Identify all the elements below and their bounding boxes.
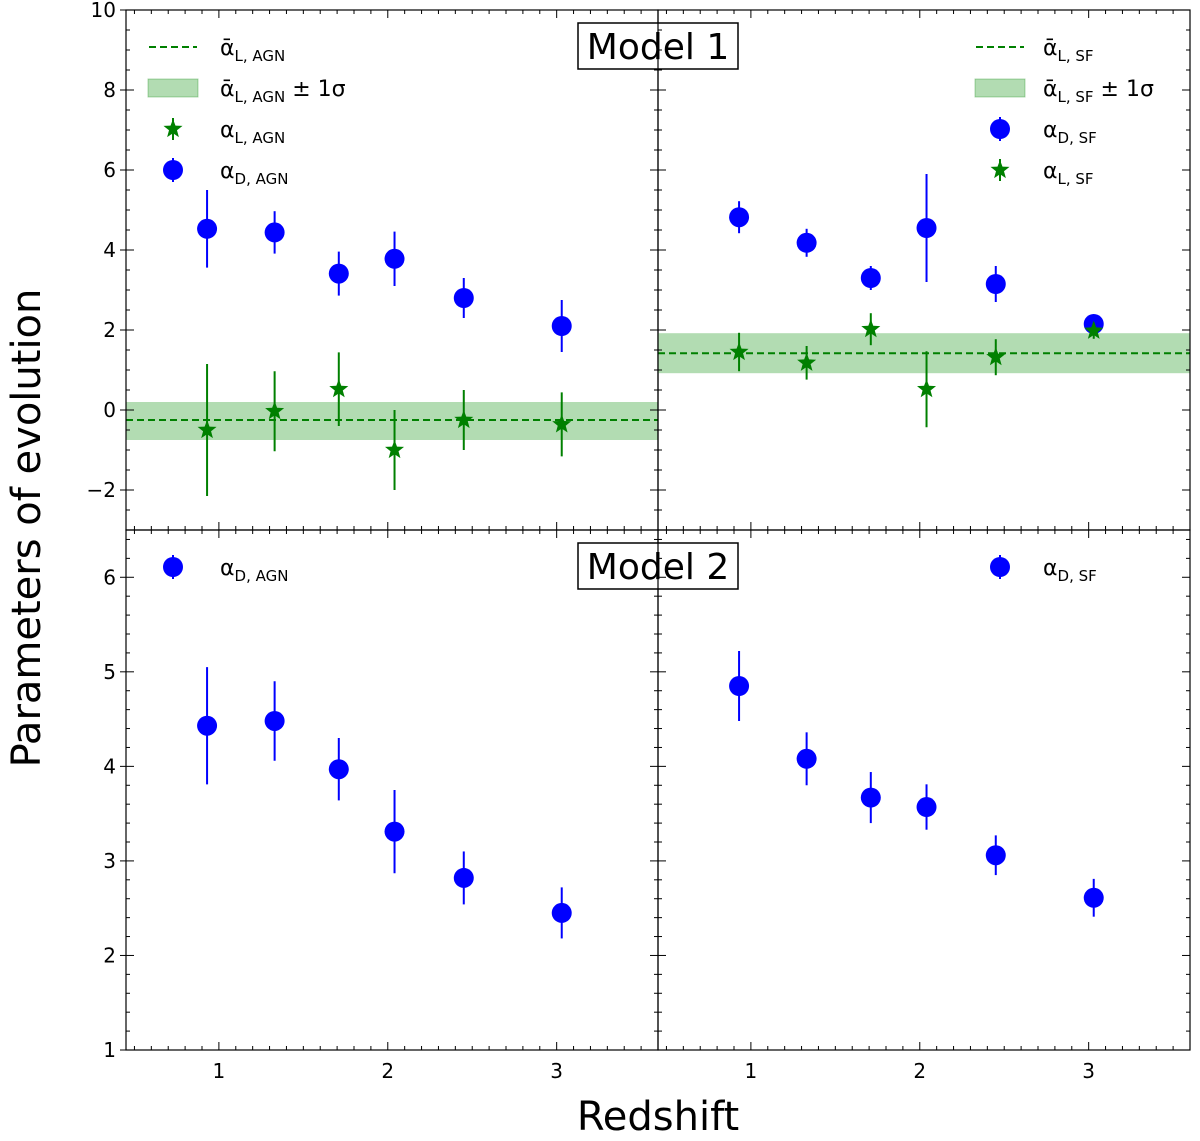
alpha-d-point — [796, 748, 817, 769]
alpha-d-point — [197, 218, 218, 239]
y-tick-label: 8 — [103, 78, 116, 102]
alpha-d-point — [328, 759, 349, 780]
legend-handle-circle — [163, 557, 183, 577]
y-tick-label: 3 — [103, 849, 116, 873]
legend-entry-text: ᾱL, AGN ± 1σ — [220, 77, 346, 106]
alpha-d-point — [551, 902, 572, 923]
y-tick-label: 6 — [103, 565, 116, 589]
y-tick-label: 2 — [103, 943, 116, 967]
legend: αD, SF — [990, 555, 1097, 585]
y-axis-label: Parameters of evolution — [4, 289, 50, 768]
alpha-d-point — [729, 207, 750, 228]
alpha-l-point — [797, 352, 817, 371]
x-tick-label: 3 — [1082, 1059, 1095, 1083]
alpha-l-point — [986, 347, 1006, 366]
y-tick-label: 5 — [103, 660, 116, 684]
legend: ᾱL, SF ᾱL, SF ± 1σ αD, SF αL, SF — [974, 36, 1154, 188]
alpha-d-point — [197, 715, 218, 736]
plot-area — [126, 190, 658, 496]
alpha-l-point — [454, 410, 474, 429]
y-tick-label: 2 — [103, 318, 116, 342]
alpha-d-point — [985, 274, 1006, 294]
alpha-d-point — [916, 797, 937, 818]
legend-entry-text: αL, SF — [1043, 159, 1094, 188]
legend-handle-band — [974, 78, 1026, 98]
plot-area — [658, 174, 1190, 428]
plot-area — [729, 651, 1104, 917]
legend-handle-star — [163, 119, 183, 138]
alpha-l-point — [552, 414, 572, 433]
alpha-d-point — [860, 268, 881, 288]
alpha-d-point — [453, 867, 474, 888]
legend: ᾱL, AGN ᾱL, AGN ± 1σ αL, AGN αD, AGN — [147, 36, 346, 188]
y-tick-label: 10 — [91, 0, 116, 22]
alpha-d-point — [1083, 887, 1104, 908]
alpha-d-point — [328, 263, 349, 284]
x-axis-label: Redshift — [577, 1094, 739, 1140]
plot-area — [197, 667, 572, 939]
x-tick-label: 1 — [213, 1059, 226, 1083]
alpha-d-point — [916, 218, 937, 238]
alpha-d-point — [796, 232, 817, 253]
legend-handle-band — [147, 78, 199, 98]
alpha-l-point — [385, 440, 405, 459]
legend-entry-text: αD, AGN — [220, 159, 288, 188]
legend-entry-text: αD, SF — [1043, 118, 1097, 147]
alpha-d-point — [264, 222, 285, 243]
alpha-d-point — [860, 787, 881, 808]
alpha-l-point — [329, 379, 349, 398]
legend-handle-star — [990, 160, 1010, 179]
legend-entry-text: αL, AGN — [220, 118, 285, 147]
y-tick-label: 1 — [103, 1038, 116, 1062]
y-tick-label: 0 — [103, 398, 116, 422]
alpha-d-point — [729, 676, 750, 696]
alpha-d-point — [453, 288, 474, 308]
alpha-d-point — [384, 248, 405, 269]
panel-frame — [657, 529, 1191, 1051]
legend-entry-text: αD, AGN — [220, 556, 288, 585]
x-tick-label: 3 — [550, 1059, 563, 1083]
alpha-l-point — [1084, 320, 1104, 339]
legend-entry-text: ᾱL, AGN — [220, 36, 285, 65]
legend: αD, AGN — [163, 555, 288, 585]
legend-entry-text: ᾱL, SF — [1043, 36, 1094, 65]
panel-bottom-right: 1 2 3 αD, SF — [657, 529, 1191, 1083]
y-tick-label: −2 — [87, 478, 116, 502]
y-tick-label: 4 — [103, 754, 116, 778]
legend-handle-circle — [990, 557, 1010, 577]
alpha-l-point — [729, 342, 749, 361]
x-tick-label: 2 — [381, 1059, 394, 1083]
legend-handle-circle — [990, 119, 1010, 139]
x-tick-label: 1 — [745, 1059, 758, 1083]
alpha-l-point — [265, 401, 285, 420]
alpha-d-point — [384, 821, 405, 842]
alpha-d-point — [264, 710, 285, 731]
panel-top-right: ᾱL, SF ᾱL, SF ± 1σ αD, SF αL, SF — [657, 9, 1191, 531]
y-tick-label: 4 — [103, 238, 116, 262]
panel-frame — [125, 529, 659, 1051]
alpha-d-point — [551, 316, 572, 336]
alpha-l-point — [861, 319, 881, 338]
y-tick-label: 6 — [103, 158, 116, 182]
legend-handle-circle — [163, 160, 183, 180]
legend-entry-text: αD, SF — [1043, 556, 1097, 585]
x-tick-label: 2 — [913, 1059, 926, 1083]
alpha-l-point — [917, 379, 937, 398]
alpha-d-point — [985, 845, 1006, 866]
legend-entry-text: ᾱL, SF ± 1σ — [1043, 77, 1154, 106]
alpha-l-point — [197, 420, 217, 439]
